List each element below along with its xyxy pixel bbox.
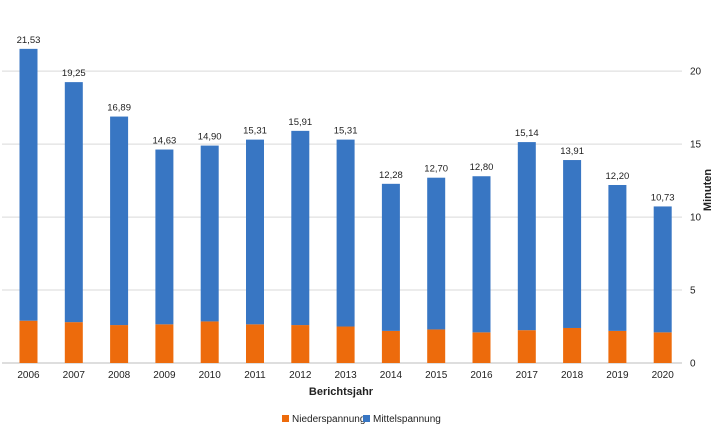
x-tick-labels: 2006 2007 2008 2009 2010 2011 2012 2013 2014 2015… <box>17 370 674 381</box>
bar-niederspannung-2013 <box>336 326 355 363</box>
bars <box>19 48 672 363</box>
legend-label: Mittelspannung <box>373 414 441 425</box>
data-label: 12,28 <box>379 170 403 181</box>
bar-niederspannung-2010 <box>200 321 219 363</box>
data-label: 15,91 <box>288 117 312 128</box>
bar-mittelspannung-2019 <box>608 184 627 331</box>
bar-mittelspannung-2009 <box>155 149 174 325</box>
bar-niederspannung-2008 <box>110 325 129 363</box>
bar-niederspannung-2009 <box>155 324 174 363</box>
data-label: 21,53 <box>17 35 41 46</box>
legend: Niederspannung Mittelspannung <box>282 414 441 425</box>
bar-niederspannung-2015 <box>427 329 446 363</box>
data-label: 13,91 <box>560 146 584 157</box>
y-tick-labels: 0 5 10 15 20 <box>690 67 702 370</box>
data-label: 15,31 <box>334 126 358 137</box>
y-tick-label: 10 <box>690 213 702 224</box>
bar-niederspannung-2017 <box>517 330 536 363</box>
x-tick-label: 2010 <box>199 370 222 381</box>
x-tick-label: 2015 <box>425 370 448 381</box>
legend-swatch-mittelspannung <box>363 415 370 422</box>
y-tick-label: 5 <box>690 286 696 297</box>
x-tick-label: 2008 <box>108 370 131 381</box>
bar-mittelspannung-2010 <box>200 145 219 322</box>
bar-mittelspannung-2012 <box>291 130 310 326</box>
bar-niederspannung-2012 <box>291 325 310 363</box>
bar-niederspannung-2007 <box>64 322 83 363</box>
x-tick-label: 2013 <box>334 370 357 381</box>
x-tick-label: 2006 <box>17 370 40 381</box>
y-tick-label: 15 <box>690 140 702 151</box>
bar-mittelspannung-2017 <box>517 142 536 331</box>
data-label: 16,89 <box>107 103 131 114</box>
x-tick-label: 2016 <box>470 370 493 381</box>
bar-niederspannung-2011 <box>246 324 264 363</box>
legend-label: Niederspannung <box>292 414 365 425</box>
bar-niederspannung-2019 <box>608 330 627 363</box>
bar-niederspannung-2006 <box>19 320 38 363</box>
x-tick-label: 2020 <box>652 370 675 381</box>
data-label: 14,90 <box>198 132 222 143</box>
y-axis-title: Minuten <box>702 169 714 211</box>
x-tick-label: 2009 <box>153 370 176 381</box>
bar-mittelspannung-2018 <box>563 160 582 328</box>
x-tick-label: 2018 <box>561 370 584 381</box>
data-label: 15,14 <box>515 128 539 139</box>
data-label: 14,63 <box>153 136 177 147</box>
bar-mittelspannung-2011 <box>246 139 264 325</box>
data-label: 12,70 <box>424 164 448 175</box>
bar-mittelspannung-2006 <box>19 48 38 321</box>
data-label: 10,73 <box>651 192 675 203</box>
x-tick-label: 2017 <box>516 370 539 381</box>
bar-mittelspannung-2007 <box>64 82 83 323</box>
y-tick-label: 0 <box>690 359 696 370</box>
x-tick-label: 2012 <box>289 370 312 381</box>
bar-mittelspannung-2014 <box>381 183 400 331</box>
x-tick-label: 2007 <box>63 370 86 381</box>
data-labels: 21,53 19,25 16,89 14,63 14,90 15,31 15,91 15,31… <box>17 35 675 204</box>
legend-swatch-niederspannung <box>282 415 289 422</box>
bar-niederspannung-2014 <box>381 330 400 363</box>
bar-mittelspannung-2016 <box>472 176 491 333</box>
bar-mittelspannung-2015 <box>427 177 446 330</box>
bar-mittelspannung-2013 <box>336 139 355 327</box>
x-tick-label: 2019 <box>606 370 629 381</box>
data-label: 12,20 <box>606 171 630 182</box>
bar-niederspannung-2020 <box>653 332 672 363</box>
y-tick-label: 20 <box>690 67 702 78</box>
data-label: 12,80 <box>470 162 494 173</box>
x-tick-label: 2014 <box>380 370 403 381</box>
bar-mittelspannung-2008 <box>110 116 129 326</box>
bar-niederspannung-2016 <box>472 332 491 363</box>
data-label: 15,31 <box>243 126 267 137</box>
bar-niederspannung-2018 <box>563 327 582 363</box>
data-label: 19,25 <box>62 68 86 79</box>
x-axis-title: Berichtsjahr <box>309 386 374 398</box>
bar-mittelspannung-2020 <box>653 206 672 333</box>
x-tick-label: 2011 <box>244 370 266 381</box>
